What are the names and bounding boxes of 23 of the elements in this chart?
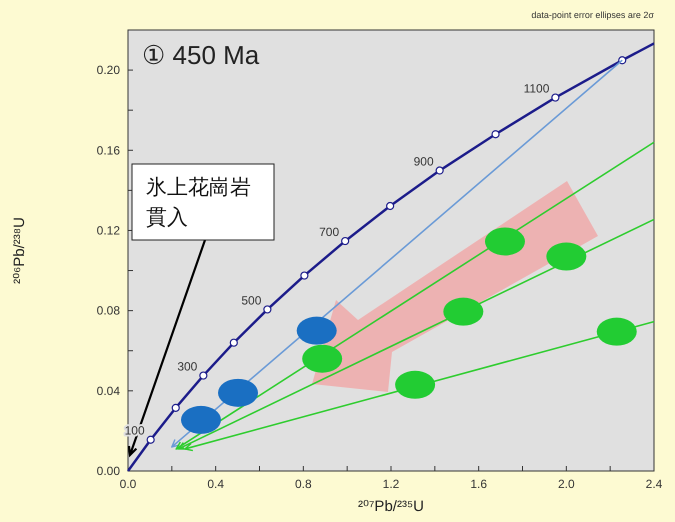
x-tick-label: 0.4 xyxy=(207,477,224,491)
y-tick-label: 0.20 xyxy=(96,63,120,78)
x-axis-title: ²⁰⁷Pb/²³⁵U xyxy=(358,498,424,515)
x-tick-label: 2.4 xyxy=(646,477,663,491)
x-tick-label: 2.0 xyxy=(558,477,575,491)
y-tick-label: 0.12 xyxy=(96,223,120,238)
annotation: 300 xyxy=(177,360,198,374)
y-tick-label: 0.00 xyxy=(96,464,120,478)
chart-title: ① 450 Ma xyxy=(142,40,260,70)
annotation: 900 xyxy=(414,154,434,169)
text: data-point error ellipses are 2σ xyxy=(531,10,654,20)
y-tick-label: 0.16 xyxy=(96,143,120,158)
annotation: 500 xyxy=(241,293,262,308)
x-tick-label: 0.0 xyxy=(120,477,137,491)
annotation: 700 xyxy=(319,225,340,240)
x-tick-label: 1.6 xyxy=(470,477,488,491)
y-tick-label: 0.04 xyxy=(96,384,120,398)
x-tick-label: 1.2 xyxy=(382,477,400,491)
y-axis-title: ²⁰⁶Pb/²³⁸U xyxy=(11,217,28,284)
annotation: 氷上花崗岩貫入 xyxy=(146,176,251,229)
annotation: 1100 xyxy=(524,82,550,96)
x-tick-label: 0.8 xyxy=(294,477,312,491)
y-tick-label: 0.08 xyxy=(96,304,120,318)
